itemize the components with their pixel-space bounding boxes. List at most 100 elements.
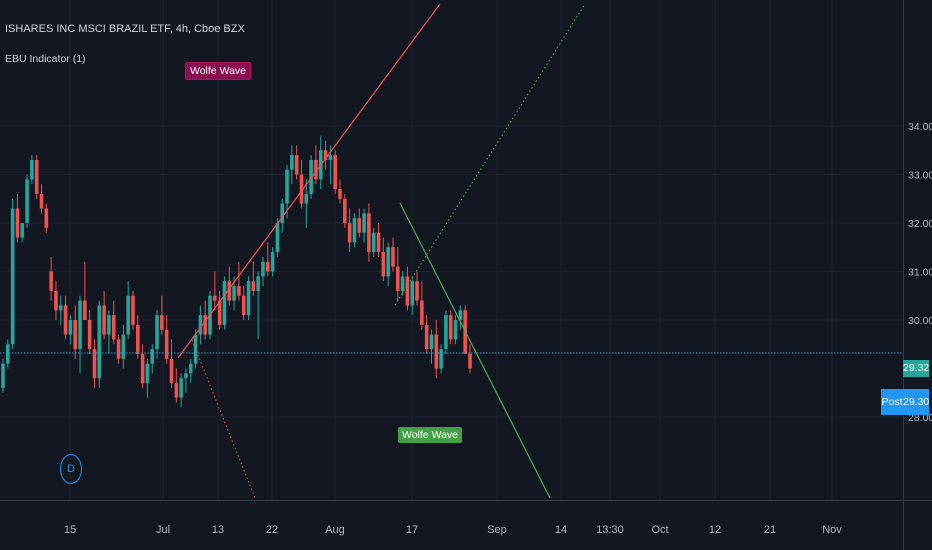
candle-body <box>63 305 68 335</box>
candle-body <box>30 159 34 180</box>
candle-body <box>1 363 5 388</box>
post-market-price-tag: 29.30 <box>903 389 929 415</box>
candle-body <box>179 378 183 398</box>
time-tick-label: 13:30 <box>596 524 624 536</box>
price-tick-label: 30.00 <box>908 315 932 327</box>
candle-body <box>73 320 78 350</box>
candle-body <box>381 252 386 277</box>
candle-body <box>126 295 130 335</box>
time-tick-label: Sep <box>487 524 507 536</box>
candle-body <box>338 189 342 199</box>
candle-body <box>371 232 376 253</box>
candle-body <box>102 305 106 335</box>
candle-body <box>10 208 15 345</box>
candle-body <box>439 349 443 369</box>
candle-body <box>256 276 260 291</box>
candle-body <box>232 286 236 301</box>
candle-body <box>184 373 188 379</box>
price-tick-label: 28.00 <box>908 412 932 424</box>
candle-body <box>97 305 102 379</box>
candle-body <box>164 329 169 359</box>
candle-body <box>39 193 44 209</box>
candle-body <box>227 281 232 301</box>
candle-body <box>15 208 20 238</box>
time-tick-label: 17 <box>406 524 418 536</box>
time-tick-label: Nov <box>822 524 842 536</box>
candle-body <box>251 281 256 291</box>
candle-body <box>87 320 92 350</box>
time-tick-label: 13 <box>212 524 224 536</box>
candle-body <box>203 315 208 335</box>
candle-body <box>343 198 347 223</box>
candle-body <box>400 276 405 291</box>
dividend-marker[interactable]: D <box>60 454 82 484</box>
candle-body <box>83 300 87 320</box>
candle-body <box>58 305 63 311</box>
symbol-title[interactable]: ISHARES INC MSCI BRAZIL ETF, 4h, Cboe BZ… <box>5 23 245 35</box>
candle-body <box>150 349 155 364</box>
candle-body <box>241 295 246 316</box>
wolfe-up-line <box>177 3 441 359</box>
candle-body <box>299 174 304 204</box>
candle-body <box>314 159 318 180</box>
candle-body <box>420 300 424 325</box>
wolfe-wave-bottom-label: Wolfe Wave <box>398 427 463 443</box>
candle-body <box>357 218 362 233</box>
wolfe-down-line <box>399 202 551 499</box>
last-price-tag: 29.32 <box>903 360 929 377</box>
candle-body <box>140 353 145 384</box>
candle-body <box>169 358 174 384</box>
candle-body <box>275 223 280 253</box>
candle-body <box>155 315 159 350</box>
time-tick-label: 15 <box>64 524 76 536</box>
candle-body <box>415 281 419 301</box>
candle-body <box>145 363 150 384</box>
time-tick-label: 21 <box>764 524 776 536</box>
candle-body <box>376 232 381 253</box>
price-tick-label: 33.00 <box>908 170 932 182</box>
candle-body <box>198 315 203 335</box>
candle-body <box>222 281 227 325</box>
candle-body <box>107 315 111 335</box>
candle-body <box>424 324 429 350</box>
indicator-label[interactable]: EBU Indicator (1) <box>5 53 86 65</box>
candle-body <box>309 159 313 194</box>
candle-body <box>468 353 472 369</box>
candle-body <box>270 252 275 272</box>
candle-body <box>68 320 73 335</box>
candle-body <box>246 281 251 316</box>
candle-body <box>121 334 126 359</box>
time-tick-label: 14 <box>555 524 567 536</box>
candle-body <box>294 155 299 175</box>
candle-body <box>386 247 390 277</box>
candle-body <box>347 223 352 243</box>
candle-body <box>6 344 10 364</box>
candle-body <box>49 271 53 291</box>
candle-body <box>261 261 265 277</box>
candle-body <box>362 213 366 233</box>
candle-body <box>78 300 82 350</box>
candle-body <box>367 213 371 253</box>
wolfe-down-target <box>394 3 586 306</box>
candle-body <box>92 349 97 379</box>
wolfe-wave-top-label: Wolfe Wave <box>185 62 252 80</box>
time-tick-label: Jul <box>156 524 170 536</box>
candle-body <box>160 315 164 330</box>
candle-body <box>453 320 458 340</box>
candle-body <box>217 300 222 325</box>
candle-body <box>333 155 337 190</box>
candle-body <box>444 315 448 350</box>
candle-body <box>323 150 328 160</box>
candle-body <box>25 179 29 223</box>
time-tick-label: 12 <box>709 524 721 536</box>
candle-body <box>328 155 333 160</box>
price-tick-label: 34.00 <box>908 121 932 133</box>
candle-body <box>188 363 193 374</box>
candle-body <box>405 276 410 306</box>
candle-body <box>352 218 357 243</box>
post-market-label: Post <box>881 389 903 415</box>
candle-body <box>193 334 198 364</box>
candle-body <box>237 286 241 296</box>
